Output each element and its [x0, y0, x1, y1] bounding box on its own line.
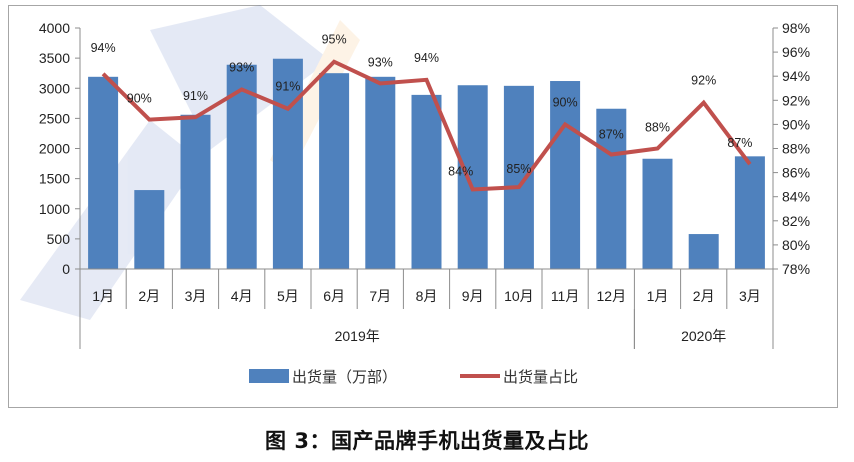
right-axis-tick-label: 80%	[782, 237, 810, 253]
share-line	[101, 59, 752, 192]
x-axis: 1月 2月 3月 4月 5月 6月 7月 8月 9月 10月 11月 12月 1月 2月 3月 2019年 20…	[79, 268, 774, 349]
right-axis-tick-label: 94%	[782, 68, 810, 84]
x-category-label: 9月	[462, 288, 484, 304]
bar	[411, 94, 442, 269]
right-axis-tick-label: 98%	[782, 20, 810, 36]
x-category-label: 10月	[504, 288, 534, 304]
data-label: 88%	[645, 121, 670, 135]
data-label: 87%	[727, 136, 752, 150]
bar	[365, 76, 396, 270]
x-category-label: 6月	[323, 288, 345, 304]
legend: 出货量（万部） 出货量占比	[249, 369, 578, 386]
x-group-label: 2019年	[335, 328, 380, 344]
data-label: 94%	[91, 41, 116, 55]
bar	[226, 64, 257, 269]
data-label: 87%	[599, 128, 624, 142]
bar	[734, 156, 765, 269]
x-category-label: 1月	[647, 288, 669, 304]
x-category-label: 11月	[551, 288, 580, 304]
left-y-axis: 0 500 1000 1500 2000 2500 3000 3500 4000	[39, 20, 81, 277]
data-label: 90%	[553, 95, 578, 109]
data-label: 90%	[127, 92, 152, 106]
x-category-label: 4月	[231, 288, 253, 304]
left-axis-tick-label: 4000	[39, 20, 70, 36]
data-label: 93%	[229, 60, 254, 74]
x-category-label: 8月	[416, 288, 438, 304]
x-category-label: 2月	[138, 288, 160, 304]
x-category-label: 12月	[597, 288, 627, 304]
x-category-label: 5月	[277, 288, 299, 304]
figure-caption: 图 3：国产品牌手机出货量及占比	[265, 429, 589, 453]
right-axis-tick-label: 88%	[782, 141, 810, 157]
left-axis-tick-label: 2500	[39, 110, 70, 126]
data-label: 91%	[275, 80, 300, 94]
left-axis-tick-label: 1500	[39, 171, 70, 187]
right-axis-tick-label: 90%	[782, 116, 810, 132]
right-y-axis: 78% 80% 82% 84% 86% 88% 90% 92% 94% 96% 98%	[772, 20, 810, 277]
data-label: 91%	[183, 89, 208, 103]
x-category-label: 3月	[185, 288, 207, 304]
bar	[272, 58, 303, 269]
left-axis-tick-label: 500	[47, 231, 71, 247]
bar	[180, 114, 211, 269]
data-label: 84%	[448, 164, 473, 178]
right-axis-tick-label: 86%	[782, 165, 810, 181]
data-label: 93%	[368, 55, 393, 69]
right-axis-tick-label: 78%	[782, 261, 810, 277]
data-label: 94%	[414, 51, 439, 65]
left-axis-tick-label: 3500	[39, 50, 70, 66]
right-axis-tick-label: 82%	[782, 213, 810, 229]
bar	[688, 234, 719, 269]
x-category-label: 3月	[739, 288, 761, 304]
bar	[642, 158, 673, 269]
legend-bar-swatch	[249, 369, 289, 383]
bar	[457, 85, 488, 269]
x-category-label: 1月	[92, 288, 114, 304]
right-axis-tick-label: 96%	[782, 44, 810, 60]
data-label: 92%	[691, 74, 716, 88]
bar	[503, 85, 534, 269]
bar	[596, 108, 627, 269]
left-axis-tick-label: 3000	[39, 80, 70, 96]
x-category-label: 7月	[369, 288, 391, 304]
x-group-label: 2020年	[681, 328, 726, 344]
left-axis-tick-label: 0	[62, 261, 70, 277]
right-axis-tick-label: 92%	[782, 92, 810, 108]
legend-line-label: 出货量占比	[503, 369, 578, 386]
bar	[88, 76, 119, 270]
bar	[134, 190, 165, 269]
left-axis-tick-label: 2000	[39, 141, 70, 157]
bar	[319, 73, 350, 269]
bar	[550, 81, 581, 270]
line-series-share: 94% 90% 91% 93% 91% 95% 93% 94% 84% 85% 90% 87% 88% 9…	[91, 33, 752, 192]
data-label: 85%	[506, 162, 531, 176]
right-axis-tick-label: 84%	[782, 189, 810, 205]
left-axis-tick-label: 1000	[39, 201, 70, 217]
legend-bar-label: 出货量（万部）	[292, 369, 397, 386]
x-category-label: 2月	[693, 288, 715, 304]
data-label: 95%	[322, 33, 347, 47]
bar-series-shipments	[88, 58, 765, 270]
